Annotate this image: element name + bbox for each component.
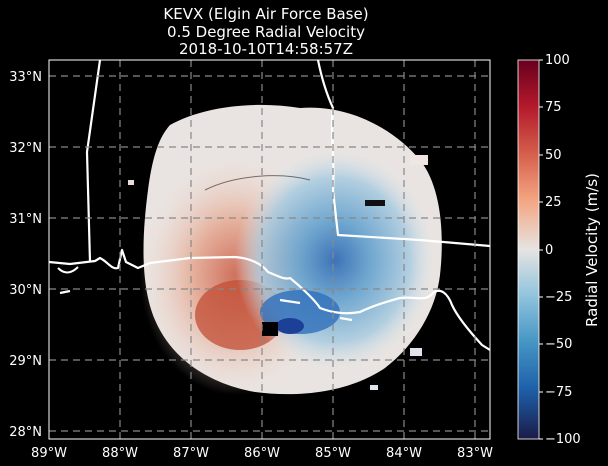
lat-tick: 33°N [9,70,42,85]
title-line-2: 0.5 Degree Radial Velocity [167,23,365,41]
lon-tick-labels: 89°W 88°W 87°W 86°W 85°W 84°W 83°W [31,446,493,461]
gridlines [49,60,490,439]
colorbar-tick: −50 [545,337,572,352]
lat-tick-labels: 33°N 32°N 31°N 30°N 29°N 28°N [9,70,42,440]
colorbar-tick: 75 [545,100,562,115]
radar-sweep [128,104,442,395]
map-frame [48,59,491,440]
lon-tick: 88°W [102,446,138,461]
title-line-1: KEVX (Elgin Air Force Base) [163,5,368,23]
colorbar-tick: 100 [545,53,570,68]
lon-tick: 84°W [386,446,422,461]
colorbar-tick: 50 [545,148,562,163]
colorbar: 100 75 50 25 0 −25 −50 −75 −100 Radial V… [517,53,601,447]
colorbar-gradient [517,59,540,440]
colorbar-tick: −75 [545,385,572,400]
lon-tick: 89°W [31,446,67,461]
colorbar-tick: 25 [545,195,562,210]
lon-tick: 83°W [457,446,493,461]
lon-tick: 87°W [173,446,209,461]
coastlines-and-borders [49,60,490,351]
colorbar-tick: 0 [545,243,553,258]
lat-tick: 31°N [9,212,42,227]
map-panel [49,60,490,439]
lat-tick: 28°N [9,425,42,440]
title-line-3: 2018-10-10T14:58:57Z [179,40,353,58]
lon-tick: 85°W [315,446,351,461]
lon-tick: 86°W [244,446,280,461]
colorbar-label: Radial Velocity (m/s) [583,173,601,327]
lat-tick: 29°N [9,354,42,369]
colorbar-tick: −25 [545,290,572,305]
lat-tick: 32°N [9,141,42,156]
colorbar-tick: −100 [545,432,581,447]
lat-tick: 30°N [9,283,42,298]
